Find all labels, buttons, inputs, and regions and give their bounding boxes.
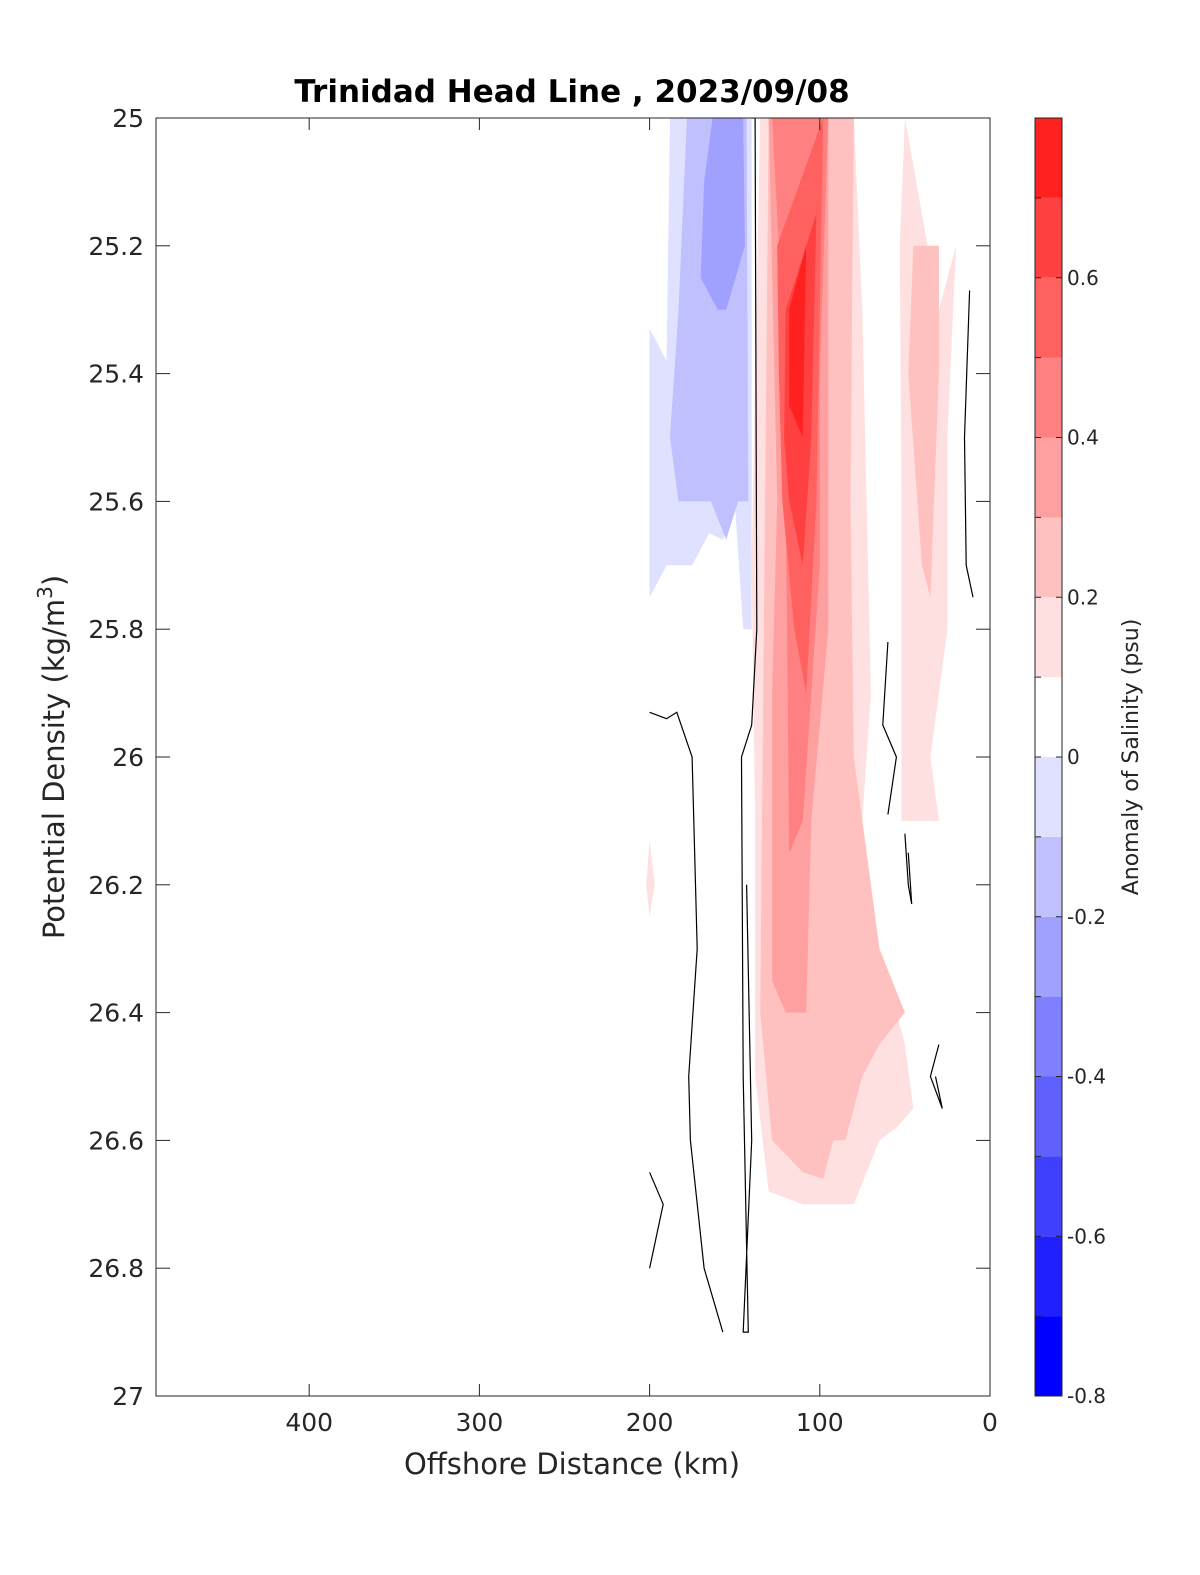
contour-region-2: [700, 118, 745, 310]
colorbar-label: Anomaly of Salinity (psu): [1119, 619, 1144, 896]
x-tick-group: 400 300 200 100 0: [285, 118, 998, 1437]
colorbar-swatch-9: [1035, 597, 1062, 678]
chart-title: Trinidad Head Line , 2023/09/08: [294, 74, 849, 110]
y-tick-label-0: 25: [112, 104, 144, 133]
colorbar-tick-label-6: -0.6: [1067, 1224, 1106, 1248]
colorbar-swatch-13: [1035, 277, 1062, 358]
zero-contour-line-0: [740, 118, 758, 1333]
y-tick-label-6: 26.2: [88, 871, 144, 900]
colorbar-tick-label-5: -0.4: [1067, 1065, 1106, 1089]
colorbar-swatch-14: [1035, 197, 1062, 278]
zero-contour-line-5: [904, 833, 913, 905]
x-tick-label-2: 200: [626, 1408, 674, 1437]
y-tick-label-1: 25.2: [88, 232, 144, 261]
y-axis-label-suffix: ): [37, 575, 71, 586]
colorbar: [1035, 118, 1062, 1396]
colorbar-tick-label-4: -0.2: [1067, 905, 1106, 929]
zero-contour-line-2: [649, 1172, 664, 1269]
y-tick-label-5: 26: [112, 743, 144, 772]
colorbar-swatch-15: [1035, 118, 1062, 198]
zero-contour-line-6: [929, 1044, 943, 1109]
colorbar-swatch-12: [1035, 357, 1062, 438]
y-axis-label-main: Potential Density (kg/m: [37, 599, 71, 939]
x-axis-label: Offshore Distance (km): [404, 1447, 740, 1481]
colorbar-tick-label-3: 0: [1067, 745, 1080, 769]
y-tick-label-3: 25.6: [88, 487, 144, 516]
contour-line-group: [649, 118, 974, 1333]
x-tick-label-0: 400: [285, 1408, 333, 1437]
colorbar-tick-label-1: 0.4: [1067, 426, 1099, 450]
colorbar-swatch-7: [1035, 757, 1062, 837]
y-tick-label-8: 26.6: [88, 1126, 144, 1155]
y-tick-label-4: 25.8: [88, 615, 144, 644]
contour-region-5: [646, 840, 655, 917]
y-tick-label-10: 27: [112, 1382, 144, 1411]
x-tick-label-3: 100: [796, 1408, 844, 1437]
colorbar-swatch-10: [1035, 517, 1062, 598]
zero-contour-line-1: [649, 711, 724, 1333]
contour-region-7: [908, 245, 939, 598]
colorbar-swatch-4: [1035, 996, 1062, 1077]
y-axis-label: Potential Density (kg/m3): [33, 575, 71, 939]
colorbar-tick-label-0: 0.6: [1067, 266, 1099, 290]
colorbar-tick-label-2: 0.2: [1067, 585, 1099, 609]
colorbar-swatch-6: [1035, 836, 1062, 917]
x-tick-label-4: 0: [982, 1408, 998, 1437]
colorbar-swatch-5: [1035, 916, 1062, 997]
colorbar-swatch-3: [1035, 1076, 1062, 1157]
contour-region-12: [789, 245, 807, 438]
colorbar-tick-label-7: -0.8: [1067, 1384, 1106, 1408]
zero-contour-line-4: [882, 641, 898, 815]
zero-contour-line-3: [963, 290, 974, 598]
y-axis-label-superscript: 3: [33, 586, 57, 599]
colorbar-swatch-2: [1035, 1156, 1062, 1237]
y-tick-group: 25 25.2 25.4 25.6 25.8 26 26.2 26.4 26.6 26.8 27: [88, 104, 990, 1411]
colorbar-swatch-11: [1035, 437, 1062, 518]
y-tick-label-9: 26.8: [88, 1254, 144, 1283]
y-tick-label-2: 25.4: [88, 360, 144, 389]
colorbar-swatch-8: [1035, 677, 1062, 757]
colorbar-tick-group: 0.6 0.4 0.2 0 -0.2 -0.4 -0.6 -0.8: [1035, 117, 1106, 1408]
contour-fill-group: [646, 118, 956, 1205]
x-tick-label-1: 300: [456, 1408, 504, 1437]
colorbar-swatch-0: [1035, 1316, 1062, 1396]
colorbar-swatch-1: [1035, 1236, 1062, 1317]
y-tick-label-7: 26.4: [88, 999, 144, 1028]
